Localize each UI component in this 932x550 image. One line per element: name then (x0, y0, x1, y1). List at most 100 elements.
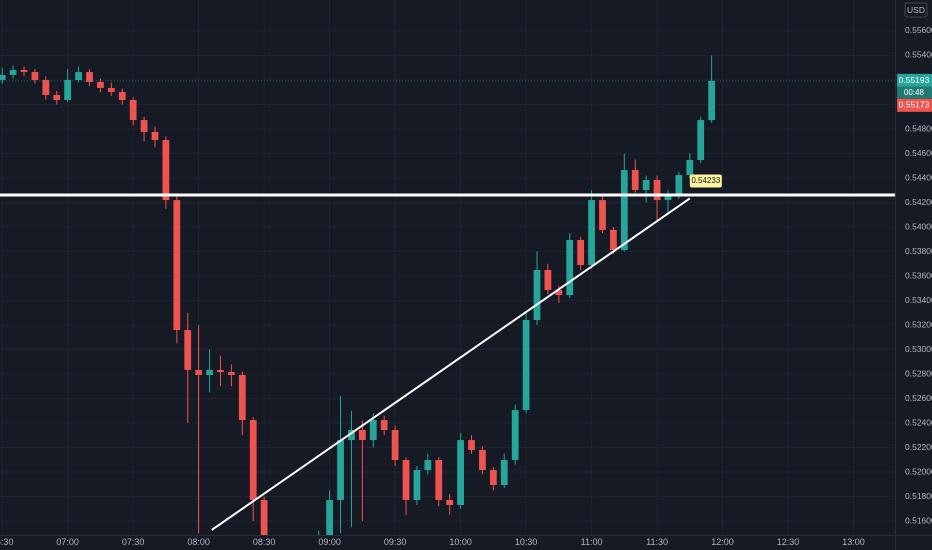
candle-body (631, 170, 639, 191)
candle-body (31, 72, 39, 80)
x-tick-label: 08:30 (253, 537, 276, 547)
candle-body (369, 420, 377, 441)
candle-body (599, 200, 606, 230)
x-tick-label: 09:30 (384, 537, 407, 547)
candle-body (107, 87, 115, 93)
candle-body (217, 369, 224, 373)
candle-body (118, 92, 126, 100)
candle-body (195, 369, 203, 376)
grid (0, 0, 895, 535)
candle-body (664, 195, 672, 201)
y-tick-label: 0.55600 (905, 25, 932, 35)
trend-label-box (689, 174, 722, 188)
candle-body (468, 440, 475, 450)
candle-body (97, 81, 104, 88)
candle-body (555, 289, 563, 296)
candle-body (326, 499, 334, 535)
currency-label: USD (907, 5, 925, 15)
candle-body (620, 170, 628, 251)
x-tick-label: 11:30 (646, 537, 668, 547)
candle-body (206, 369, 213, 376)
candle-body (358, 430, 366, 441)
candle-body (249, 420, 257, 500)
candle-body (522, 319, 530, 411)
candle-body (588, 200, 595, 265)
bid-price-label: 0.55173 (899, 100, 930, 110)
last-price-label: 0.55193 (899, 75, 930, 85)
x-tick-label: 06:30 (0, 537, 13, 547)
candle-body (642, 179, 650, 191)
candle-body (0, 74, 6, 80)
countdown-box (897, 86, 932, 99)
x-tick-label: 07:30 (122, 537, 145, 547)
candle-body (446, 499, 454, 505)
countdown-label: 00:48 (904, 88, 925, 97)
candle-body (500, 460, 508, 486)
candle-body (544, 270, 552, 290)
candle-body (697, 120, 705, 160)
trend-label: 0.54233 (691, 176, 720, 185)
candle-body (162, 140, 170, 201)
candle-body (260, 499, 268, 535)
x-tick-label: 12:00 (711, 537, 734, 547)
currency-button[interactable] (904, 2, 928, 18)
candle-body (511, 410, 519, 461)
candle-body (238, 375, 246, 421)
candle-body (566, 239, 574, 296)
candle-body (64, 79, 72, 100)
candle-body (53, 94, 61, 100)
candle-body (435, 460, 443, 500)
candle-body (391, 430, 399, 461)
x-tick-label: 10:00 (449, 537, 472, 547)
last-price-box (897, 73, 932, 87)
candle-body (402, 460, 410, 500)
candle-body (686, 159, 694, 176)
candle-body (533, 270, 541, 320)
candle-body (348, 430, 355, 441)
candle-body (610, 229, 617, 251)
x-tick-label: 10:30 (515, 537, 538, 547)
candle-body (380, 420, 388, 431)
candle-body (151, 131, 159, 141)
x-tick-label: 09:00 (318, 537, 341, 547)
x-tick-label: 12:30 (777, 537, 800, 547)
candle-body (42, 79, 50, 95)
candle-body (184, 330, 192, 370)
candle-body (9, 69, 17, 75)
candle-body (228, 372, 235, 376)
candle-body (675, 175, 683, 196)
x-tick-label: 11:00 (581, 537, 603, 547)
candle-body (413, 470, 421, 500)
candle-body (424, 460, 432, 471)
candle-body (577, 239, 585, 265)
candle-body (479, 449, 486, 471)
candle-body (75, 72, 82, 80)
x-tick-label: 13:00 (842, 537, 865, 547)
bid-price-box (897, 98, 932, 112)
candle-body (173, 200, 181, 331)
x-tick-label: 08:00 (187, 537, 210, 547)
plot-area: 0.54233 (0, 55, 895, 535)
candle-body (140, 120, 148, 132)
